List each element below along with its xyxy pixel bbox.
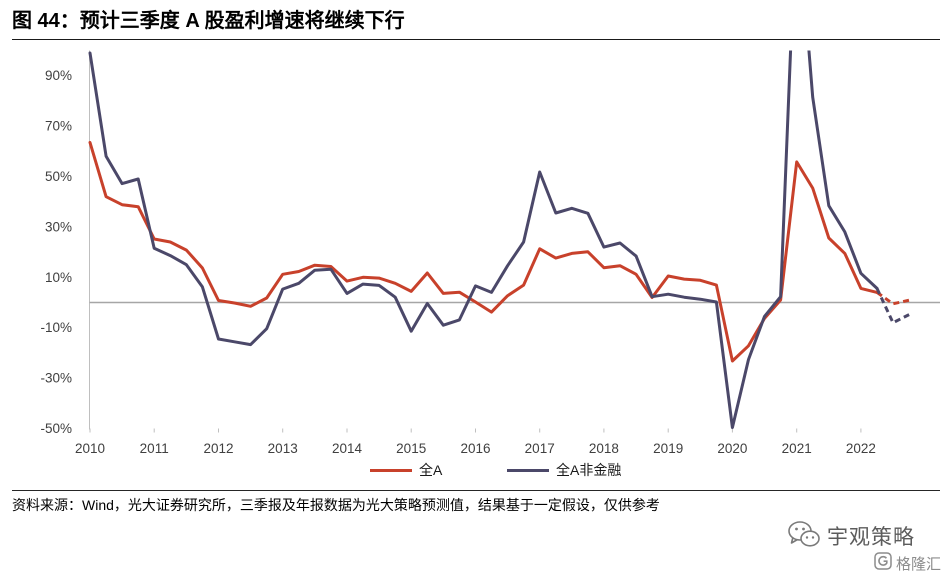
x-tick-label: 2011	[140, 441, 169, 456]
line-series-all-a-forecast	[876, 291, 910, 306]
y-tick-label: 50%	[45, 169, 72, 184]
y-axis-tick-labels: 90% 70% 50% 30% 10% -10% -30% -50%	[40, 68, 72, 436]
x-tick-label: 2015	[396, 441, 426, 456]
legend-item-all-a: 全A	[370, 461, 442, 479]
x-tick-label: 2022	[846, 441, 876, 456]
x-axis-ticks: 2010 2011 2012 2013 2014 2015 2016 2017 2018 2019…	[75, 428, 876, 456]
wechat-icon	[788, 520, 820, 553]
y-tick-label: 30%	[45, 219, 72, 234]
x-tick-label: 2012	[203, 441, 233, 456]
line-series-all-a-ex-financials-forecast	[875, 287, 910, 325]
y-tick-label: -30%	[40, 371, 72, 386]
series-lines	[88, 50, 910, 429]
line-series-all-a-ex-financials	[88, 50, 879, 429]
x-tick-label: 2016	[460, 441, 490, 456]
legend-swatch-all-a	[370, 468, 412, 472]
legend-swatch-all-a-ex-financials	[507, 468, 549, 472]
line-chart: 90% 70% 50% 30% 10% -10% -30% -50% 2010 2011 2012…	[40, 50, 940, 456]
legend-label-all-a-ex-financials: 全A非金融	[556, 462, 622, 478]
y-tick-label: 90%	[45, 68, 72, 83]
x-tick-label: 2014	[332, 441, 363, 456]
y-tick-label: 70%	[45, 119, 72, 134]
x-tick-label: 2021	[782, 441, 812, 456]
x-tick-label: 2020	[717, 441, 747, 456]
x-tick-label: 2018	[589, 441, 619, 456]
x-tick-label: 2017	[525, 441, 555, 456]
x-tick-label: 2010	[75, 441, 105, 456]
legend-item-all-a-ex-financials: 全A非金融	[507, 461, 621, 479]
figure-title: 图 44：预计三季度 A 股盈利增速将继续下行	[12, 10, 405, 32]
site-watermark: 格隆汇	[874, 551, 942, 575]
gelonghui-logo-icon	[874, 551, 892, 575]
wechat-account-name: 宇观策略	[827, 526, 915, 549]
x-tick-label: 2019	[653, 441, 683, 456]
wechat-watermark: 宇观策略	[788, 520, 915, 553]
source-divider	[12, 490, 940, 491]
site-watermark-name: 格隆汇	[896, 555, 942, 573]
chart-axes	[89, 50, 940, 430]
y-tick-label: -10%	[40, 320, 72, 335]
source-note: 资料来源：Wind，光大证券研究所，三季报及年报数据为光大策略预测值，结果基于一…	[12, 497, 660, 513]
legend-label-all-a: 全A	[419, 462, 443, 478]
y-tick-label: 10%	[45, 270, 72, 285]
x-tick-label: 2013	[268, 441, 298, 456]
y-tick-label: -50%	[40, 421, 72, 436]
title-divider	[12, 39, 940, 40]
line-series-all-a	[88, 141, 879, 363]
